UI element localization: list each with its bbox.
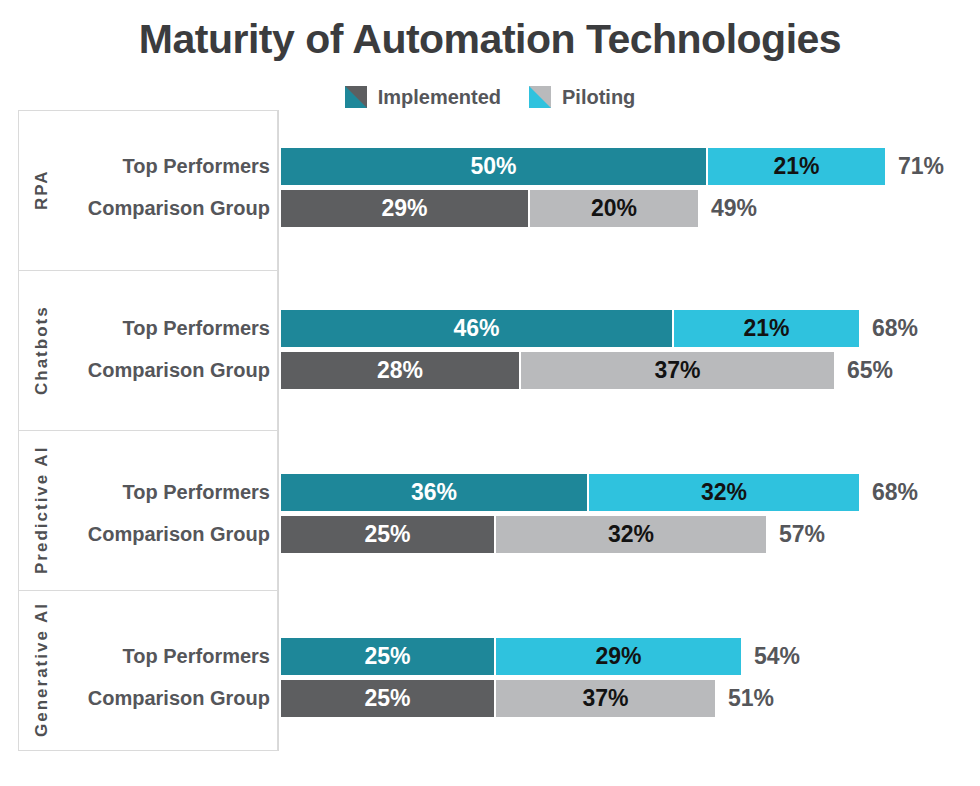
bar-segment-implemented: 29% (281, 190, 528, 227)
bar-total-label: 68% (872, 474, 918, 511)
stacked-bar: 25%32% (281, 516, 766, 553)
bar-total-label: 65% (847, 352, 893, 389)
row-label: Top Performers (30, 638, 270, 675)
chart-title: Maturity of Automation Technologies (0, 16, 980, 63)
row-label: Comparison Group (30, 190, 270, 227)
bar-segment-piloting: 32% (494, 516, 766, 553)
row-label: Top Performers (30, 148, 270, 185)
category-group: ChatbotsTop Performers 46%21% 68% Compariso… (0, 270, 980, 430)
bar-total-label: 71% (898, 148, 944, 185)
bar-segment-piloting: 21% (706, 148, 885, 185)
bar-total-label: 49% (711, 190, 757, 227)
category-group: Generative AITop Performers25%29%54%Comp… (0, 590, 980, 750)
category-label: Chatbots (22, 270, 62, 430)
bar-segment-piloting: 37% (494, 680, 715, 717)
legend: Implemented Piloting (0, 84, 980, 110)
bar-segment-piloting: 32% (587, 474, 859, 511)
stacked-bar: 36%32% (281, 474, 859, 511)
bar-segment-piloting: 20% (528, 190, 698, 227)
legend-label-piloting: Piloting (562, 86, 635, 109)
stacked-bar: 25%37% (281, 680, 715, 717)
legend-item-implemented: Implemented (345, 86, 501, 109)
chart-canvas: Maturity of Automation Technologies Impl… (0, 0, 980, 786)
category-group: RPATop Performers50%21%71%Comparison Gro… (0, 110, 980, 270)
stacked-bar: 28%37% (281, 352, 834, 389)
bar-segment-implemented: 50% (281, 148, 706, 185)
row-label: Top Performers (30, 474, 270, 511)
bar-total-label: 54% (754, 638, 800, 675)
row-label: Comparison Group (30, 516, 270, 553)
bar-segment-implemented: 46% (281, 310, 672, 347)
stacked-bar: 29%20% (281, 190, 698, 227)
bar-total-label: 57% (779, 516, 825, 553)
bar-total-label: 51% (728, 680, 774, 717)
row-label: Top Performers (30, 310, 270, 347)
legend-item-piloting: Piloting (529, 86, 635, 109)
legend-swatch-implemented-icon (345, 86, 367, 108)
bar-segment-implemented: 25% (281, 638, 494, 675)
bar-segment-implemented: 36% (281, 474, 587, 511)
row-label: Comparison Group (30, 352, 270, 389)
stacked-bar: 25%29% (281, 638, 741, 675)
stacked-bar: 50%21% (281, 148, 885, 185)
bar-segment-implemented: 25% (281, 516, 494, 553)
row-label: Comparison Group (30, 680, 270, 717)
legend-swatch-piloting-icon (529, 86, 551, 108)
bar-segment-piloting: 37% (519, 352, 834, 389)
bar-segment-piloting: 21% (672, 310, 859, 347)
bar-total-label: 68% (872, 310, 918, 347)
bar-segment-implemented: 25% (281, 680, 494, 717)
stacked-bar: 46%21% (281, 310, 859, 347)
category-group: Predictive AITop Performers36%32%68%Comp… (0, 430, 980, 590)
bar-segment-implemented: 28% (281, 352, 519, 389)
legend-label-implemented: Implemented (378, 86, 501, 109)
bar-segment-piloting: 29% (494, 638, 741, 675)
